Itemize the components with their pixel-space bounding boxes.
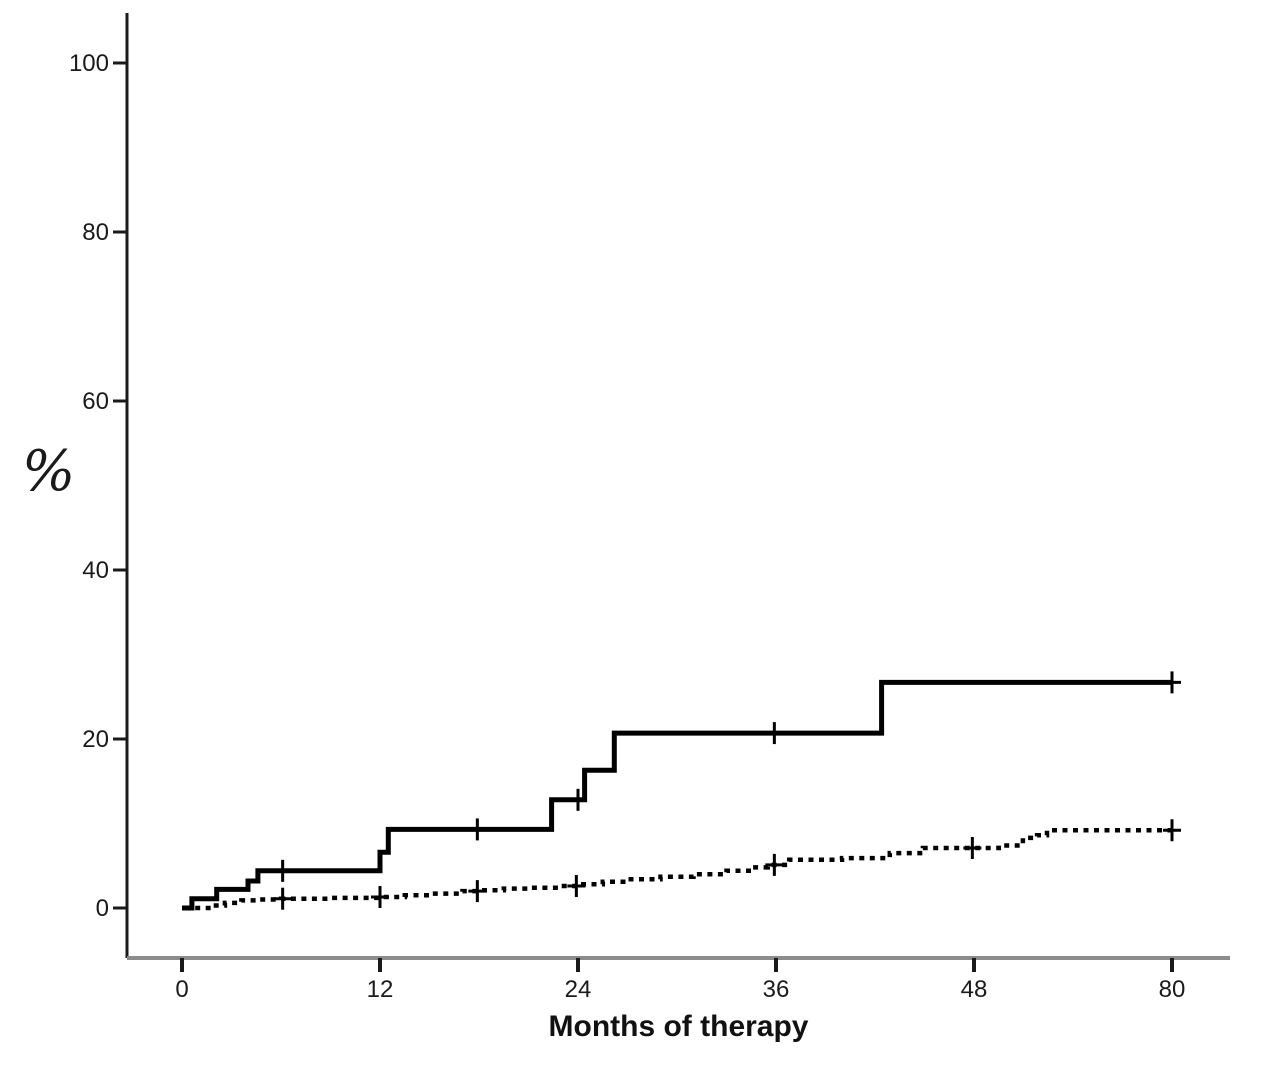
axis-ticks [113, 61, 1174, 972]
axis-tick-labels: 0 20 40 60 80 100 0 12 24 36 48 80 [69, 50, 1185, 1003]
dotted-curve-censor-mark [273, 887, 292, 910]
y-axis-title: % [22, 439, 76, 504]
censor-marks [273, 671, 1181, 910]
x-tick-label: 36 [763, 976, 790, 1003]
solid-curve-censor-mark [765, 722, 784, 745]
solid-curve-censor-mark [1163, 671, 1181, 694]
x-tick-label: 0 [175, 976, 188, 1003]
x-tick-label: 80 [1159, 976, 1186, 1003]
x-tick-label: 48 [961, 976, 988, 1003]
dotted-curve-censor-mark [765, 853, 784, 876]
curves [182, 679, 1172, 911]
y-tick-label: 40 [82, 557, 109, 584]
y-tick-label: 20 [82, 726, 109, 753]
dotted-curve [195, 828, 1172, 911]
x-tick-label: 12 [367, 976, 394, 1003]
y-tick-label: 0 [96, 895, 109, 922]
solid-curve-censor-mark [569, 788, 587, 811]
dotted-curve-censor-mark [1163, 819, 1181, 842]
solid-curve-censor-mark [273, 859, 292, 882]
y-tick-label: 60 [82, 388, 109, 415]
dotted-curve-censor-mark [468, 880, 487, 903]
dotted-curve-censor-mark [963, 837, 982, 860]
axes [125, 13, 1230, 960]
solid-curve [182, 679, 1172, 911]
y-tick-label: 100 [69, 50, 109, 77]
solid-curve-censor-mark [468, 818, 487, 841]
x-tick-label: 24 [565, 976, 592, 1003]
x-axis-title: Months of therapy [548, 1010, 809, 1043]
y-tick-label: 80 [82, 219, 109, 246]
dotted-curve-censor-mark [567, 875, 586, 898]
dotted-curve-censor-mark [371, 886, 389, 909]
